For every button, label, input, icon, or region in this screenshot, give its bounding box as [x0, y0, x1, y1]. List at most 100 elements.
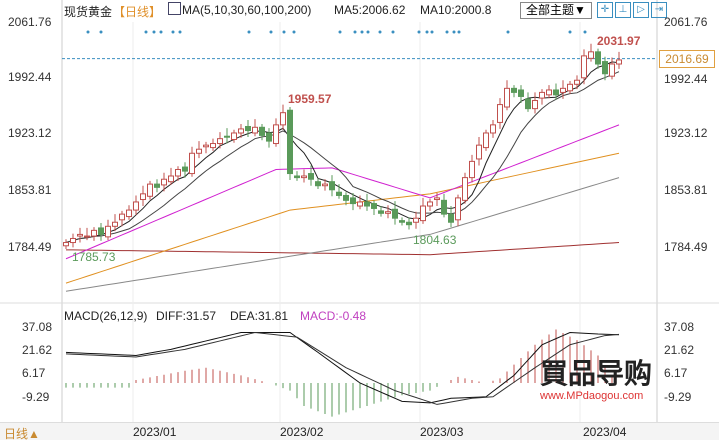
candle-down — [364, 201, 370, 207]
signal-dot — [391, 30, 395, 34]
candle-down — [392, 208, 398, 219]
candle-down — [329, 181, 335, 191]
candle-down — [511, 87, 517, 93]
candle-up — [455, 197, 461, 221]
signal-dot — [159, 30, 163, 34]
candle-down — [525, 98, 531, 110]
ma10-line — [65, 71, 620, 244]
crosshair-icon[interactable]: ✛ — [597, 2, 613, 18]
ma-params: MA(5,10,30,60,100,200) — [182, 3, 312, 17]
signal-dot — [366, 30, 370, 34]
right-price-label: 2061.76 — [664, 15, 708, 29]
candle-down — [371, 203, 377, 209]
ma-icon — [168, 2, 181, 15]
candle-up — [77, 233, 83, 237]
candle-down — [336, 191, 342, 196]
candle-up — [91, 229, 97, 237]
candle-up — [112, 221, 118, 227]
candle-down — [287, 109, 293, 175]
candle-down — [553, 89, 559, 96]
date-label: 2023/04 — [583, 425, 627, 439]
watermark-brand: 買品导购 — [540, 358, 653, 389]
candle-up — [203, 144, 209, 148]
low-annotation: 1804.63 — [413, 233, 457, 247]
candle-down — [98, 227, 104, 235]
signal-dot — [506, 30, 510, 34]
current-price-tag: 2016.69 — [659, 50, 715, 68]
theme-dropdown[interactable]: 全部主题▼ — [520, 2, 592, 19]
candle-up — [168, 175, 174, 183]
candle-up — [490, 124, 496, 134]
candle-down — [595, 51, 601, 65]
signal-dot — [457, 30, 461, 34]
dea-line — [65, 332, 620, 405]
signal-dot — [568, 30, 572, 34]
signal-dot — [144, 30, 148, 34]
left-price-label: 2061.76 — [8, 15, 52, 29]
macd-axis-label: 37.08 — [22, 320, 53, 334]
candle-up — [63, 242, 69, 247]
time-axis: 日线▲ 2023/01 2023/02 2023/03 2023/04 — [0, 422, 719, 440]
left-price-label: 1853.81 — [8, 183, 52, 197]
left-price-label: 1784.49 — [8, 240, 52, 254]
macd-axis-label: -9.29 — [22, 390, 50, 404]
candle-up — [105, 225, 111, 238]
signal-dot — [178, 30, 182, 34]
candle-up — [616, 59, 622, 65]
macd-value: MACD:-0.48 — [300, 309, 367, 323]
candle-up — [140, 193, 146, 201]
date-label: 2023/01 — [133, 425, 177, 439]
candle-down — [448, 213, 454, 223]
candle-down — [315, 181, 321, 187]
signal-dot — [353, 30, 357, 34]
period-label: 【日线】 — [113, 5, 162, 19]
right-price-label: 1923.12 — [664, 126, 708, 140]
period-button[interactable]: 日线▲ — [4, 427, 40, 440]
candle-up — [497, 104, 503, 123]
candle-up — [546, 89, 552, 96]
candle-down — [259, 126, 265, 136]
ma30-line — [65, 124, 620, 260]
left-price-label: 1923.12 — [8, 126, 52, 140]
macd-diff: DIFF:31.57 — [156, 309, 217, 323]
candle-up — [469, 160, 475, 179]
candle-up — [560, 87, 566, 93]
candle-up — [147, 183, 153, 197]
candle-up — [189, 152, 195, 175]
signal-dot — [338, 30, 342, 34]
right-price-label: 1853.81 — [664, 183, 708, 197]
candle-up — [532, 100, 538, 110]
left-price-label: 1992.44 — [8, 70, 52, 84]
candle-up — [280, 112, 286, 126]
signal-dot — [292, 30, 296, 34]
candle-down — [406, 221, 412, 226]
ma60-line — [65, 152, 620, 284]
diff-line — [65, 332, 620, 404]
candle-up — [196, 148, 202, 154]
candle-up — [133, 201, 139, 211]
signal-dot — [152, 30, 156, 34]
signal-dot — [378, 30, 382, 34]
signal-dot — [445, 30, 449, 34]
signal-dot — [425, 30, 429, 34]
candle-down — [378, 210, 384, 214]
candle-up — [217, 138, 223, 145]
signal-dot — [269, 30, 273, 34]
low-annotation: 1785.73 — [72, 250, 116, 264]
candle-up — [119, 213, 125, 221]
macd-axis-label: 37.08 — [664, 320, 695, 334]
candle-up — [210, 143, 216, 149]
candle-up — [301, 175, 307, 179]
macd-dea: DEA:31.81 — [230, 309, 289, 323]
candle-down — [399, 220, 405, 223]
candle-up — [84, 235, 90, 238]
signal-dot — [99, 30, 103, 34]
play-icon[interactable]: ▷ — [633, 2, 649, 18]
zoom-range-icon[interactable]: ⊥ — [615, 2, 631, 18]
candle-up — [434, 197, 440, 201]
signal-dot — [583, 30, 587, 34]
exit-icon[interactable]: ⇥ — [651, 2, 667, 18]
signal-dot — [282, 30, 286, 34]
